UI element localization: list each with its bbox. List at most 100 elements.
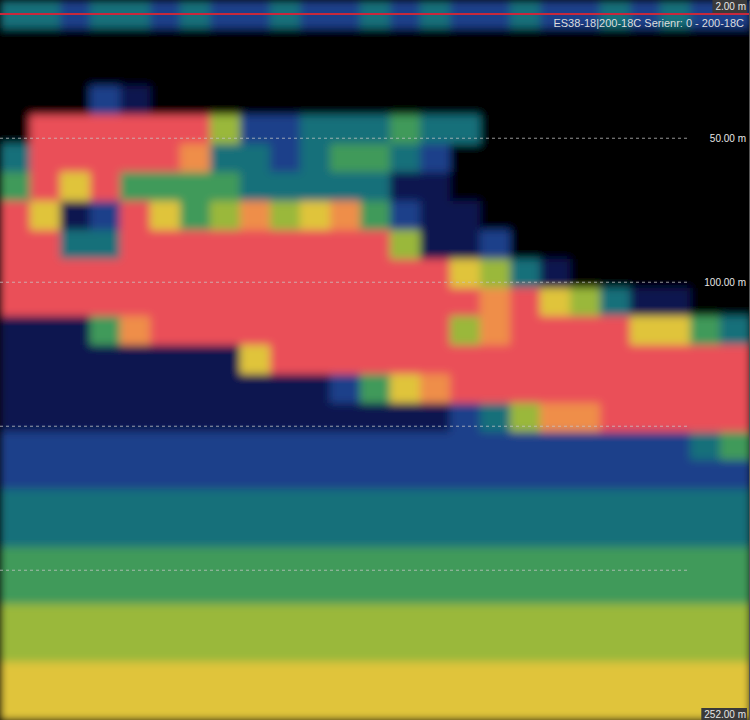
- cell: [30, 576, 61, 606]
- cell: [360, 316, 391, 346]
- cell: [0, 374, 31, 404]
- cell: [150, 662, 181, 692]
- cell: [630, 576, 661, 606]
- cell: [450, 604, 481, 634]
- cell: [450, 576, 481, 606]
- cell: [390, 489, 421, 519]
- cell: [600, 259, 631, 289]
- cell: [450, 316, 481, 346]
- cell: [720, 518, 750, 548]
- cell: [390, 316, 421, 346]
- cell: [330, 259, 361, 289]
- cell: [150, 115, 181, 145]
- cell: [90, 316, 121, 346]
- cell: [540, 489, 571, 519]
- cell: [60, 374, 91, 404]
- cell: [120, 288, 151, 318]
- cell: [0, 604, 31, 634]
- cell: [150, 604, 181, 634]
- cell: [510, 432, 541, 462]
- cell: [180, 374, 211, 404]
- cell: [210, 691, 241, 720]
- cell: [120, 86, 151, 116]
- cell: [180, 115, 211, 145]
- cell: [0, 662, 31, 692]
- cell: [720, 316, 750, 346]
- cell: [60, 460, 91, 490]
- cell: [570, 345, 601, 375]
- cell: [180, 518, 211, 548]
- cell: [540, 403, 571, 433]
- cell: [150, 633, 181, 663]
- cell: [360, 489, 391, 519]
- cell: [600, 86, 631, 116]
- cell: [720, 576, 750, 606]
- cell: [450, 201, 481, 231]
- cell: [330, 316, 361, 346]
- cell: [630, 691, 661, 720]
- cell: [60, 201, 91, 231]
- cell: [240, 432, 271, 462]
- cell: [180, 403, 211, 433]
- cell: [600, 115, 631, 145]
- cell: [300, 57, 331, 87]
- cell: [360, 201, 391, 231]
- cell: [120, 28, 151, 58]
- cell: [300, 28, 331, 58]
- cell: [630, 201, 661, 231]
- cell: [630, 374, 661, 404]
- cell: [690, 576, 721, 606]
- cell: [540, 374, 571, 404]
- cell: [90, 691, 121, 720]
- cell: [600, 633, 631, 663]
- cell: [480, 374, 511, 404]
- cell: [180, 432, 211, 462]
- cell: [540, 115, 571, 145]
- cell: [180, 633, 211, 663]
- cell: [510, 201, 541, 231]
- cell: [90, 230, 121, 260]
- cell: [300, 144, 331, 174]
- cell: [510, 460, 541, 490]
- cell: [0, 288, 31, 318]
- cell: [390, 345, 421, 375]
- cell: [690, 57, 721, 87]
- cell: [420, 86, 451, 116]
- cell: [150, 288, 181, 318]
- cell: [570, 316, 601, 346]
- cell: [600, 374, 631, 404]
- cell: [120, 633, 151, 663]
- grid: [0, 138, 688, 570]
- cell: [120, 604, 151, 634]
- cell: [660, 691, 691, 720]
- surface-line: [0, 13, 750, 15]
- cell: [330, 662, 361, 692]
- cell: [30, 201, 61, 231]
- cell: [30, 662, 61, 692]
- cell: [540, 230, 571, 260]
- cell: [390, 115, 421, 145]
- cell: [150, 230, 181, 260]
- cell: [570, 259, 601, 289]
- cell: [540, 288, 571, 318]
- cell: [480, 115, 511, 145]
- cell: [360, 518, 391, 548]
- cell: [180, 460, 211, 490]
- title: ES38-18|200-18C Serienr: 0 - 200-18C: [553, 17, 744, 29]
- cell: [180, 662, 211, 692]
- cell: [210, 172, 241, 202]
- cell: [420, 489, 451, 519]
- cell: [90, 57, 121, 87]
- cell: [30, 288, 61, 318]
- cell: [210, 144, 241, 174]
- cell: [360, 86, 391, 116]
- cell: [420, 115, 451, 145]
- cell: [300, 604, 331, 634]
- cell: [390, 403, 421, 433]
- cell: [570, 604, 601, 634]
- cell: [720, 432, 750, 462]
- cell: [570, 547, 601, 577]
- cell: [630, 259, 661, 289]
- cell: [540, 662, 571, 692]
- cell: [690, 518, 721, 548]
